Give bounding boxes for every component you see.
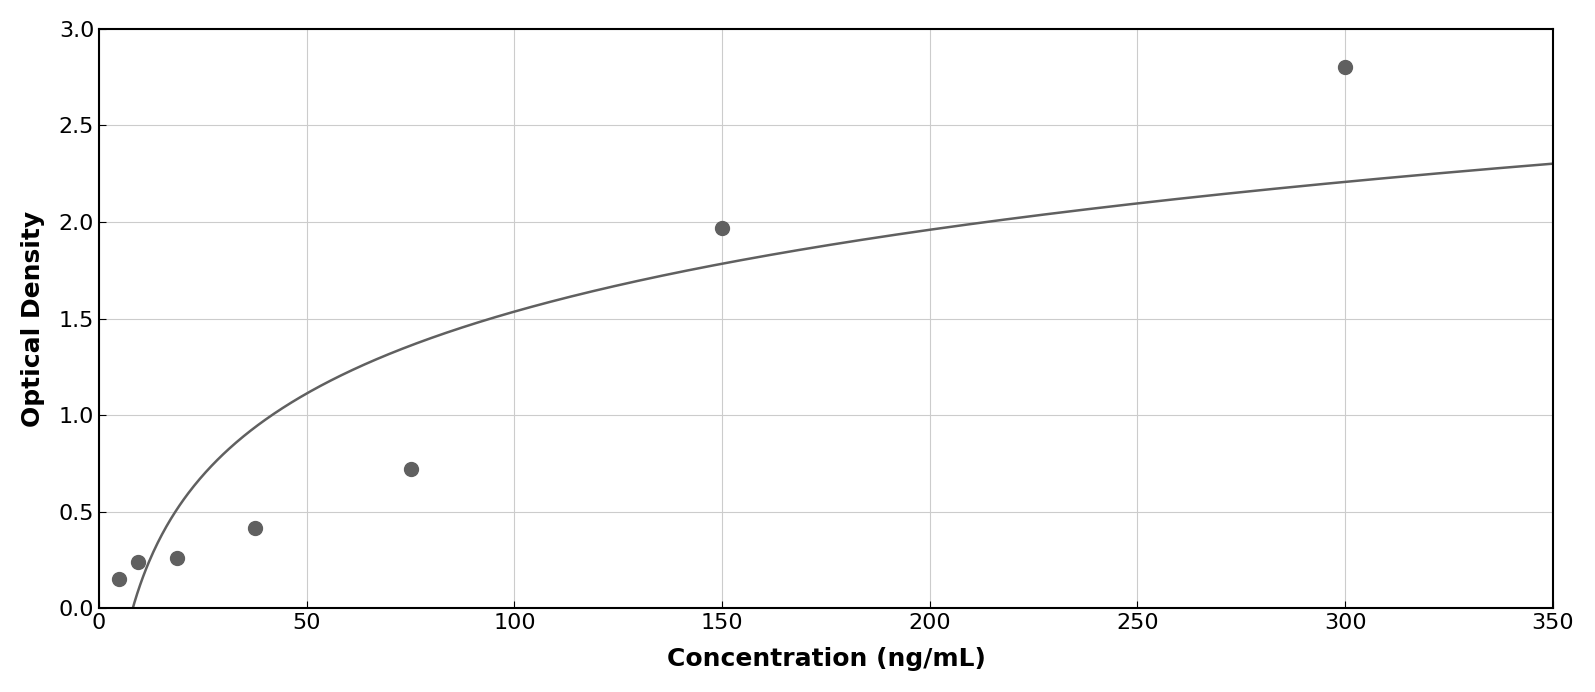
Point [1332, 62, 1357, 73]
X-axis label: Concentration (ng/mL): Concentration (ng/mL) [667, 647, 986, 671]
Y-axis label: Optical Density: Optical Density [21, 210, 45, 427]
Point [710, 222, 735, 233]
Point [397, 464, 423, 475]
Point [105, 573, 131, 584]
Point [164, 552, 190, 563]
Point [242, 522, 268, 534]
Point [126, 557, 152, 568]
